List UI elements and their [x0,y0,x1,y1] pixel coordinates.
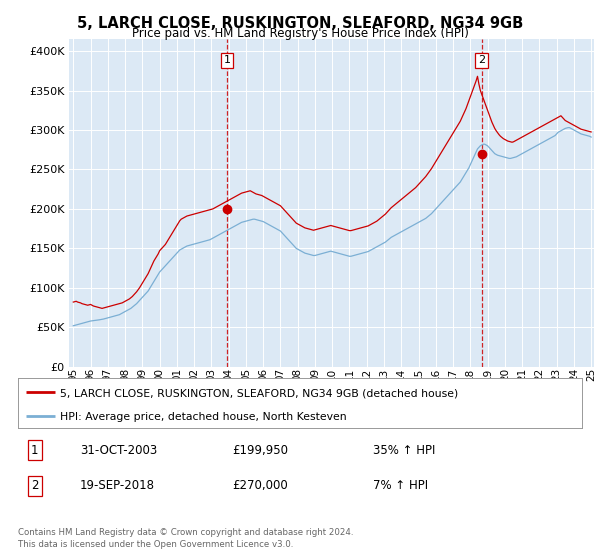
Text: 2: 2 [31,479,38,492]
Text: Price paid vs. HM Land Registry's House Price Index (HPI): Price paid vs. HM Land Registry's House … [131,27,469,40]
Text: 19-SEP-2018: 19-SEP-2018 [80,479,155,492]
Text: 5, LARCH CLOSE, RUSKINGTON, SLEAFORD, NG34 9GB (detached house): 5, LARCH CLOSE, RUSKINGTON, SLEAFORD, NG… [60,388,458,398]
Text: 7% ↑ HPI: 7% ↑ HPI [373,479,428,492]
Text: 31-OCT-2003: 31-OCT-2003 [80,444,157,456]
Text: £270,000: £270,000 [232,479,288,492]
Text: 1: 1 [31,444,38,456]
Text: This data is licensed under the Open Government Licence v3.0.: This data is licensed under the Open Gov… [18,540,293,549]
Text: 5, LARCH CLOSE, RUSKINGTON, SLEAFORD, NG34 9GB: 5, LARCH CLOSE, RUSKINGTON, SLEAFORD, NG… [77,16,523,31]
Text: £199,950: £199,950 [232,444,289,456]
Text: Contains HM Land Registry data © Crown copyright and database right 2024.: Contains HM Land Registry data © Crown c… [18,528,353,536]
Text: 2: 2 [478,55,485,66]
Text: 1: 1 [224,55,231,66]
Text: HPI: Average price, detached house, North Kesteven: HPI: Average price, detached house, Nort… [60,412,347,422]
Text: 35% ↑ HPI: 35% ↑ HPI [373,444,436,456]
